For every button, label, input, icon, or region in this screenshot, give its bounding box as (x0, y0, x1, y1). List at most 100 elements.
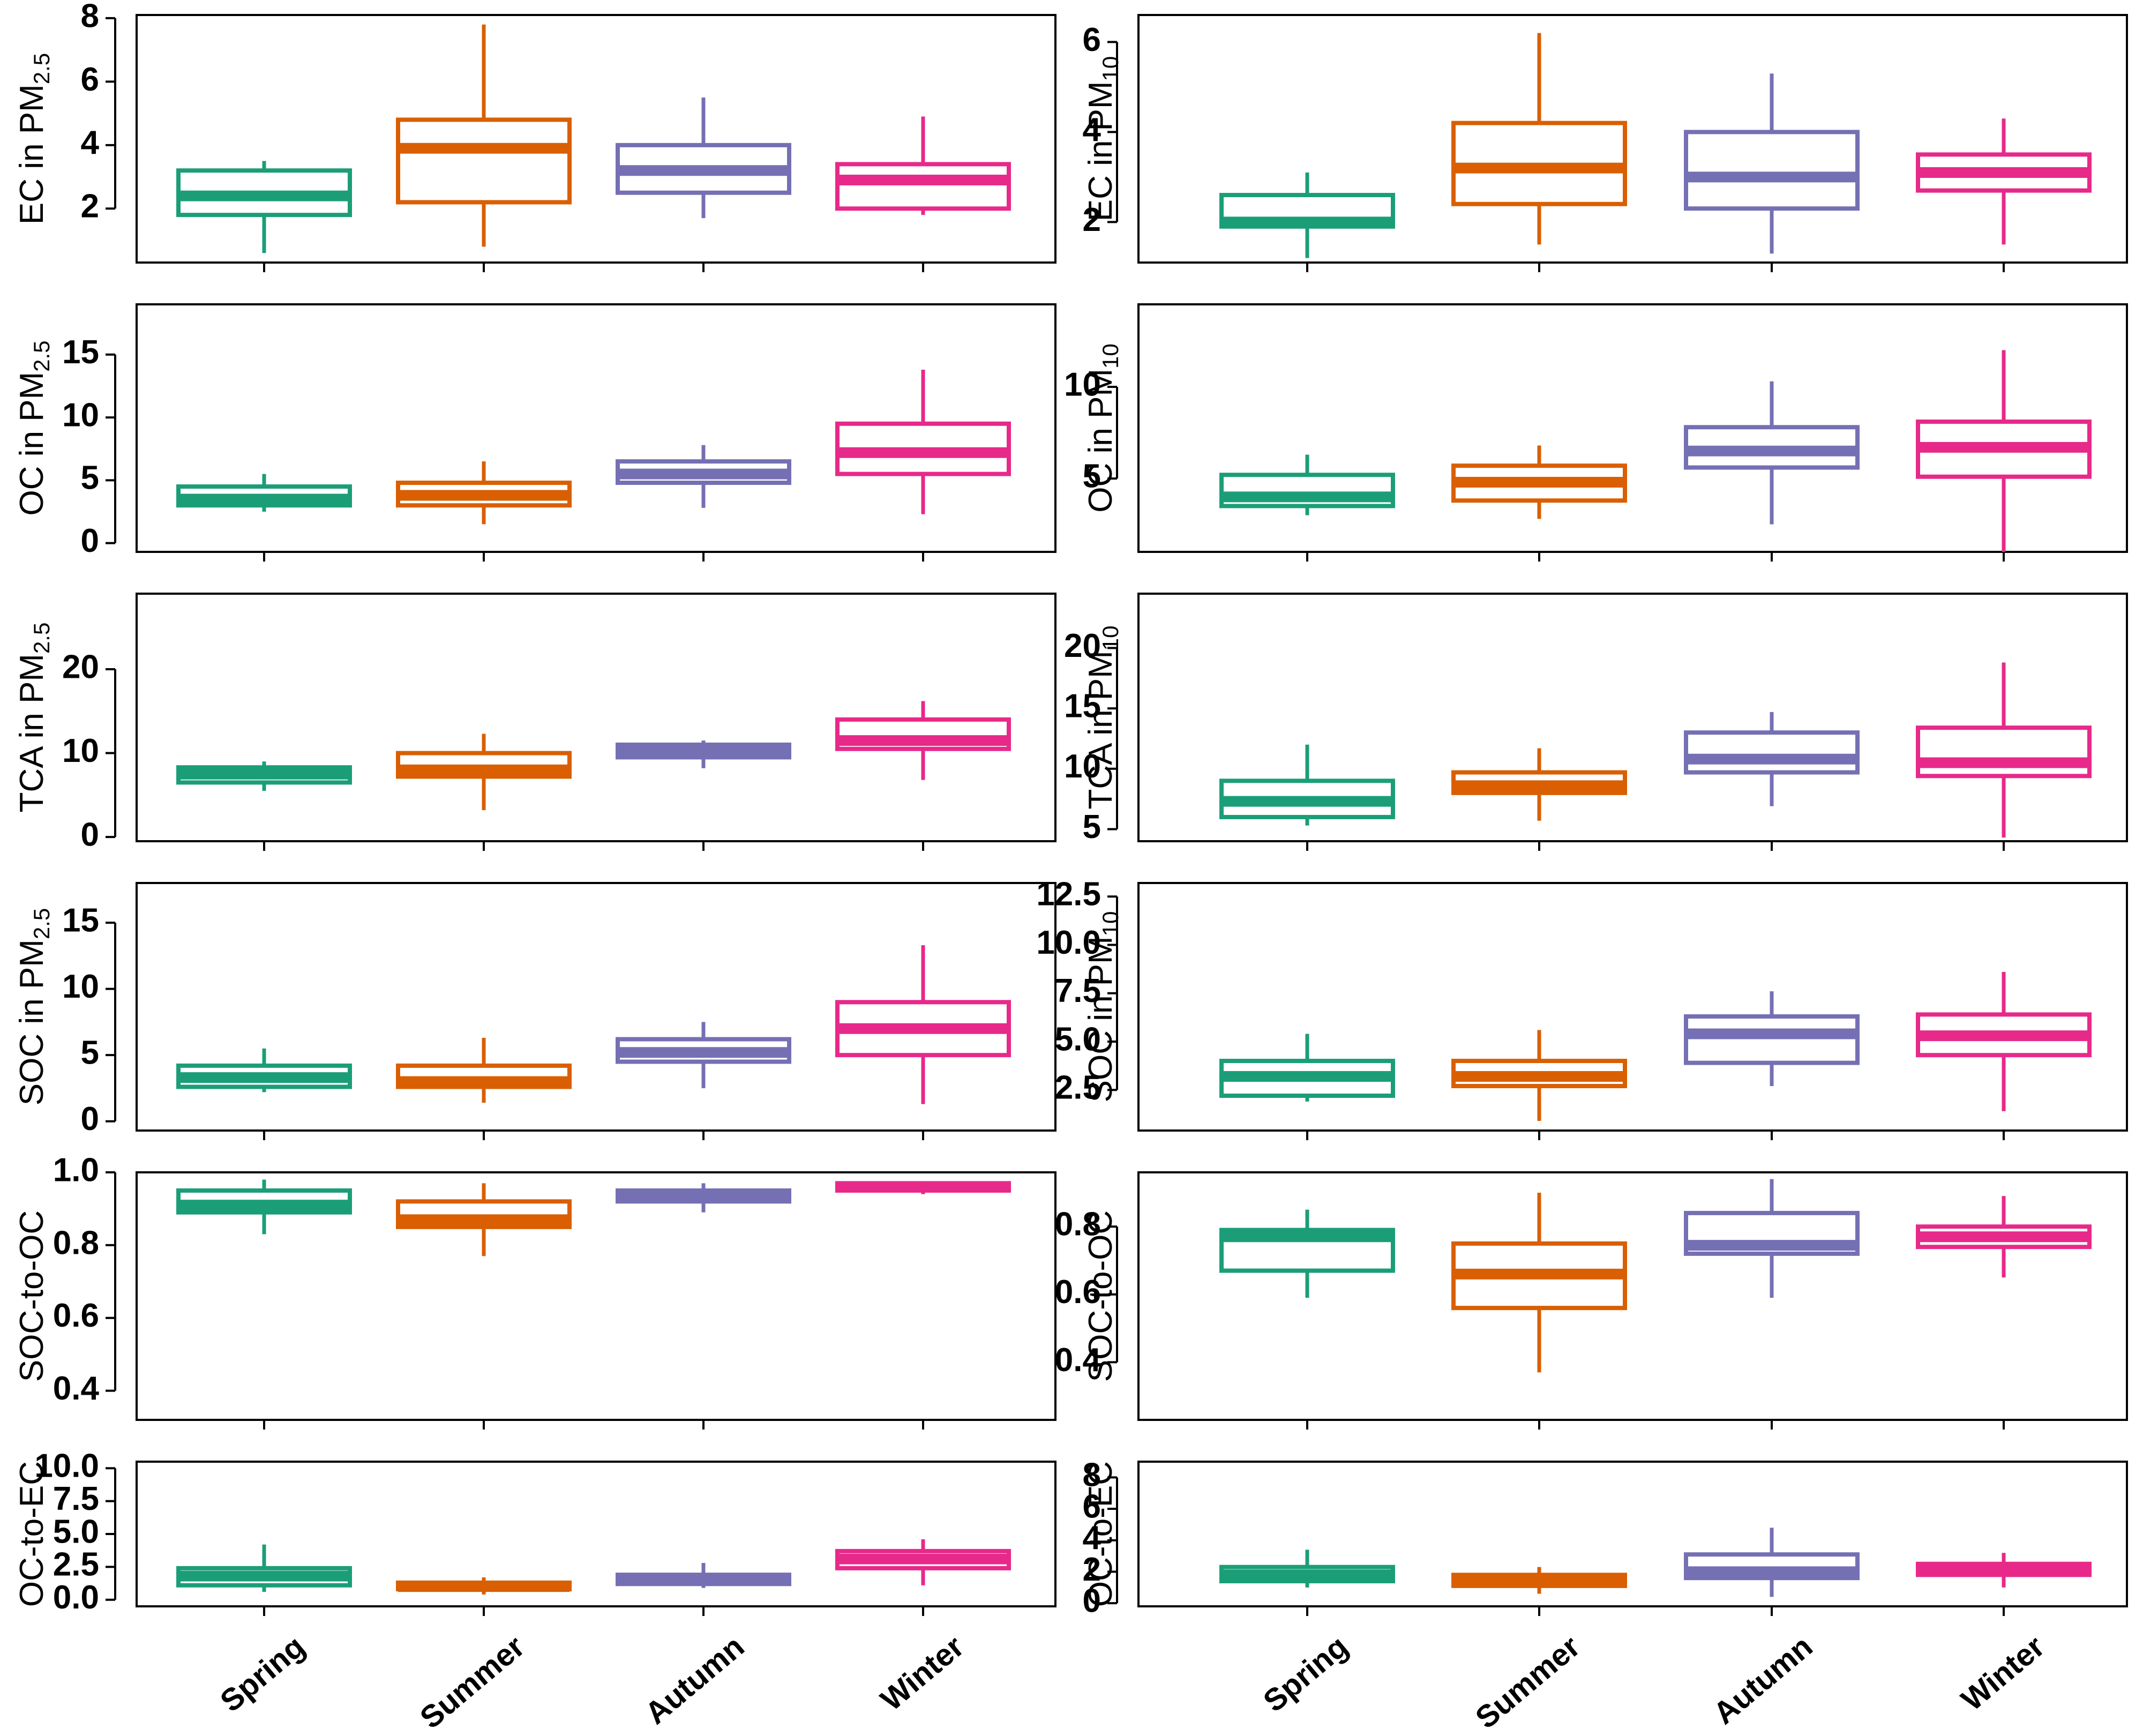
oc-pm25-frame (136, 303, 1056, 553)
oc-ec-pm25-y-tick-label: 2.5 (53, 1546, 99, 1583)
oc-ec-pm10-box-winter (1916, 1553, 2092, 1588)
ec-pm25-y-axis-title-sub: 2.5 (29, 53, 54, 84)
oc-ec-pm25-box-spring (176, 1544, 352, 1592)
oc-ec-pm25-y-axis-title-main: OC-to-EC (13, 1461, 50, 1607)
soc-oc-pm25-y-tick-label: 0.8 (53, 1224, 99, 1261)
tca-pm10-y-axis-title-main: TCA in PM (1082, 650, 1119, 809)
oc-pm10-box-winter (1916, 350, 2092, 552)
ec-pm10-box-winter (1916, 118, 2092, 245)
soc-pm10-autumn-iqr-box (1684, 1014, 1860, 1065)
oc-pm10-box-autumn (1684, 381, 1860, 525)
soc-pm25-y-tick-label: 15 (62, 902, 99, 939)
tca-pm25-box-winter (835, 701, 1011, 780)
oc-ec-pm10-y-tick-label: 0 (1083, 1583, 1101, 1620)
tca-pm10-y-axis-title-sub: 10 (1098, 625, 1123, 650)
soc-oc-pm10-y-tick-label: 0.4 (1055, 1342, 1102, 1379)
soc-oc-pm25-box-spring (176, 1179, 352, 1234)
tca-pm10-box-winter (1916, 662, 2092, 838)
soc-oc-pm25-box-autumn (616, 1183, 791, 1213)
soc-oc-pm25-y-axis-title: SOC-to-OC (13, 1210, 50, 1382)
tca-pm10-y-tick-label: 10 (1064, 748, 1101, 785)
soc-oc-pm10-y-tick-label: 0.6 (1055, 1274, 1101, 1311)
soc-pm10-box-winter (1916, 972, 2092, 1111)
soc-pm10-y-tick-label: 2.5 (1055, 1069, 1101, 1106)
tca-pm25-frame (136, 593, 1056, 842)
soc-oc-pm10-frame (1137, 1171, 2128, 1421)
soc-oc-pm25-frame (136, 1171, 1056, 1421)
ec-pm25-y-tick-label: 2 (81, 188, 99, 225)
soc-oc-pm25-y-axis-title-main: SOC-to-OC (13, 1210, 50, 1382)
ec-pm10-y-tick-label: 4 (1083, 111, 1102, 148)
oc-ec-pm25-box-autumn (616, 1563, 791, 1588)
ec-pm25-y-tick-label: 6 (81, 61, 99, 98)
ec-pm25-box-winter (835, 116, 1011, 215)
soc-pm10-box-spring (1219, 1034, 1395, 1102)
soc-pm10-y-tick-label: 7.5 (1055, 972, 1101, 1009)
soc-pm25-y-axis-title-sub: 2.5 (29, 908, 54, 939)
ec-pm10-y-tick-label: 2 (1083, 201, 1101, 238)
oc-ec-pm10-y-axis-title-main: OC-to-EC (1082, 1461, 1119, 1607)
soc-pm25-box-winter (835, 945, 1011, 1104)
soc-pm10-frame (1137, 882, 2128, 1132)
soc-pm25-box-autumn (616, 1022, 791, 1088)
ec-pm10-y-axis-title-main: EC in PM (1082, 81, 1119, 221)
oc-pm10-y-axis-title-main: OC in PM (1082, 369, 1119, 513)
soc-oc-pm25-y-tick-label: 0.4 (53, 1370, 100, 1407)
tca-pm25-y-tick-label: 0 (81, 817, 99, 854)
ec-pm10-box-summer (1451, 33, 1627, 245)
ec-pm10-y-axis-title: EC in PM10 (1082, 56, 1123, 222)
soc-oc-pm10-box-winter (1916, 1196, 2092, 1278)
ec-pm25-frame (136, 14, 1056, 264)
panel-ec-pm25: 2 4 6 8 EC in PM2.5 (13, 0, 1056, 272)
oc-pm25-box-winter (835, 369, 1011, 514)
tca-pm10-frame (1137, 593, 2128, 842)
oc-pm10-frame (1137, 303, 2128, 553)
oc-ec-pm25-y-tick-label: 7.5 (53, 1480, 99, 1517)
oc-ec-pm25-box-summer (396, 1577, 572, 1595)
tca-pm25-box-spring (176, 761, 352, 791)
ec-pm25-box-spring (176, 161, 352, 253)
ec-pm10-box-autumn (1684, 73, 1860, 254)
tca-pm25-y-axis-title: TCA in PM2.5 (13, 623, 54, 813)
oc-pm25-y-tick-label: 0 (81, 522, 99, 559)
oc-pm25-y-axis-title-main: OC in PM (13, 372, 50, 516)
ec-pm10-y-axis-title-sub: 10 (1098, 56, 1123, 81)
ec-pm25-winter-iqr-box (835, 162, 1011, 211)
oc-ec-pm10-frame (1137, 1461, 2128, 1607)
oc-ec-pm25-y-tick-label: 5.0 (53, 1513, 99, 1550)
ec-pm25-y-axis-title-main: EC in PM (13, 84, 50, 225)
ec-pm25-summer-iqr-box (396, 117, 572, 205)
soc-pm25-box-summer (396, 1038, 572, 1103)
oc-ec-pm10-y-axis-title: OC-to-EC (1082, 1461, 1119, 1607)
oc-pm25-box-spring (176, 474, 352, 512)
soc-oc-pm10-box-spring (1219, 1209, 1395, 1298)
oc-pm25-box-autumn (616, 445, 791, 508)
ec-pm25-box-autumn (616, 98, 791, 219)
soc-oc-pm10-y-tick-label: 0.8 (1055, 1206, 1101, 1243)
tca-pm10-y-tick-label: 15 (1064, 687, 1101, 724)
soc-pm25-y-axis-title-main: SOC in PM (13, 939, 50, 1105)
oc-pm10-y-axis-title: OC in PM10 (1082, 343, 1123, 512)
soc-oc-pm25-y-tick-label: 0.6 (53, 1297, 99, 1334)
oc-pm10-y-tick-label: 5 (1083, 458, 1101, 495)
soc-pm10-box-summer (1451, 1030, 1627, 1121)
soc-pm25-y-axis-title: SOC in PM2.5 (13, 908, 54, 1105)
oc-ec-pm10-y-tick-label: 8 (1083, 1457, 1101, 1494)
oc-pm25-y-axis-title: OC in PM2.5 (13, 340, 54, 515)
oc-ec-pm25-box-winter (835, 1539, 1011, 1585)
ec-pm25-y-axis-title: EC in PM2.5 (13, 53, 54, 225)
soc-pm25-frame (136, 882, 1056, 1132)
oc-pm10-box-spring (1219, 454, 1395, 515)
soc-pm10-y-axis-title-main: SOC in PM (1082, 936, 1119, 1102)
oc-pm10-y-tick-label: 10 (1064, 366, 1101, 403)
tca-pm10-y-tick-label: 5 (1083, 809, 1101, 845)
tca-pm25-box-autumn (616, 740, 791, 768)
oc-pm25-y-tick-label: 5 (81, 460, 99, 497)
